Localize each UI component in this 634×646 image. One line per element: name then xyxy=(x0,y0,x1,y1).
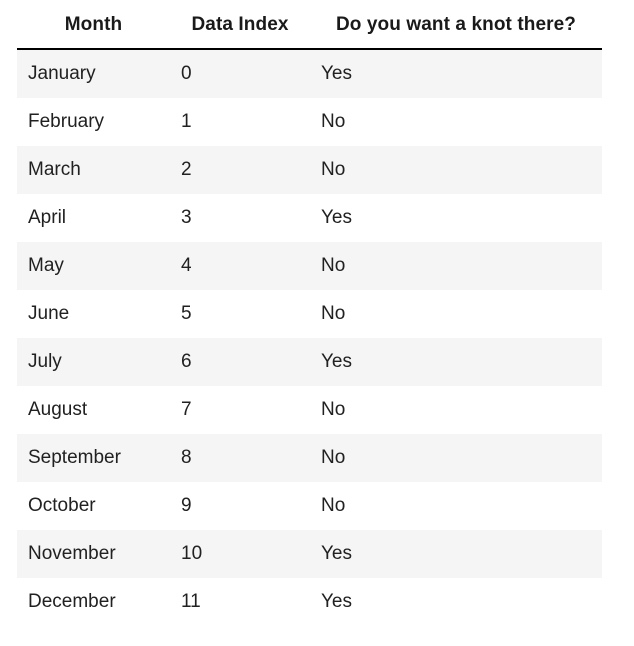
cell-index: 0 xyxy=(181,63,192,84)
cell-index: 6 xyxy=(181,351,192,372)
cell-month: November xyxy=(28,543,116,564)
cell-month: December xyxy=(28,591,116,612)
table-row: October 9 No xyxy=(17,482,602,530)
cell-index: 9 xyxy=(181,495,192,516)
cell-answer: No xyxy=(321,447,346,468)
cell-answer: Yes xyxy=(321,351,352,372)
cell-answer: Yes xyxy=(321,63,352,84)
cell-index: 2 xyxy=(181,159,192,180)
cell-index: 7 xyxy=(181,399,192,420)
cell-answer: No xyxy=(321,111,346,132)
table-row: June 5 No xyxy=(17,290,602,338)
table-row: November 10 Yes xyxy=(17,530,602,578)
cell-index: 11 xyxy=(181,591,201,612)
cell-month: October xyxy=(28,495,96,516)
cell-month: March xyxy=(28,159,81,180)
table-row: January 0 Yes xyxy=(17,49,602,98)
cell-index: 10 xyxy=(181,543,203,564)
knot-schedule-table: Month Data Index Do you want a knot ther… xyxy=(17,0,602,626)
cell-index: 3 xyxy=(181,207,192,228)
cell-answer: No xyxy=(321,399,346,420)
table-row: February 1 No xyxy=(17,98,602,146)
cell-month: August xyxy=(28,399,88,420)
cell-month: April xyxy=(28,207,67,228)
table-row: September 8 No xyxy=(17,434,602,482)
table-row: March 2 No xyxy=(17,146,602,194)
cell-month: May xyxy=(28,255,64,276)
cell-month: February xyxy=(28,111,105,132)
cell-index: 4 xyxy=(181,255,192,276)
table-header-row: Month Data Index Do you want a knot ther… xyxy=(17,0,602,50)
cell-month: July xyxy=(28,351,62,372)
table-row: August 7 No xyxy=(17,386,602,434)
cell-answer: No xyxy=(321,159,346,180)
cell-answer: Yes xyxy=(321,591,352,612)
cell-month: June xyxy=(28,303,70,324)
cell-month: September xyxy=(28,447,121,468)
cell-answer: No xyxy=(321,495,346,516)
cell-answer: No xyxy=(321,255,346,276)
cell-month: January xyxy=(28,63,96,84)
table-row: April 3 Yes xyxy=(17,194,602,242)
table-container: Month Data Index Do you want a knot ther… xyxy=(17,0,602,626)
table-row: May 4 No xyxy=(17,242,602,290)
column-header-data-index: Data Index xyxy=(170,0,310,50)
table-header: Month Data Index Do you want a knot ther… xyxy=(17,0,602,50)
cell-answer: No xyxy=(321,303,346,324)
cell-answer: Yes xyxy=(321,543,352,564)
table-row: July 6 Yes xyxy=(17,338,602,386)
column-header-month: Month xyxy=(17,0,170,50)
cell-index: 1 xyxy=(181,111,192,132)
table-body: January 0 Yes February 1 No March 2 No April 3 Yes M… xyxy=(17,49,602,626)
table-row: December 11 Yes xyxy=(17,578,602,626)
cell-index: 5 xyxy=(181,303,192,324)
cell-answer: Yes xyxy=(321,207,352,228)
column-header-knot-question: Do you want a knot there? xyxy=(310,0,602,50)
cell-index: 8 xyxy=(181,447,192,468)
